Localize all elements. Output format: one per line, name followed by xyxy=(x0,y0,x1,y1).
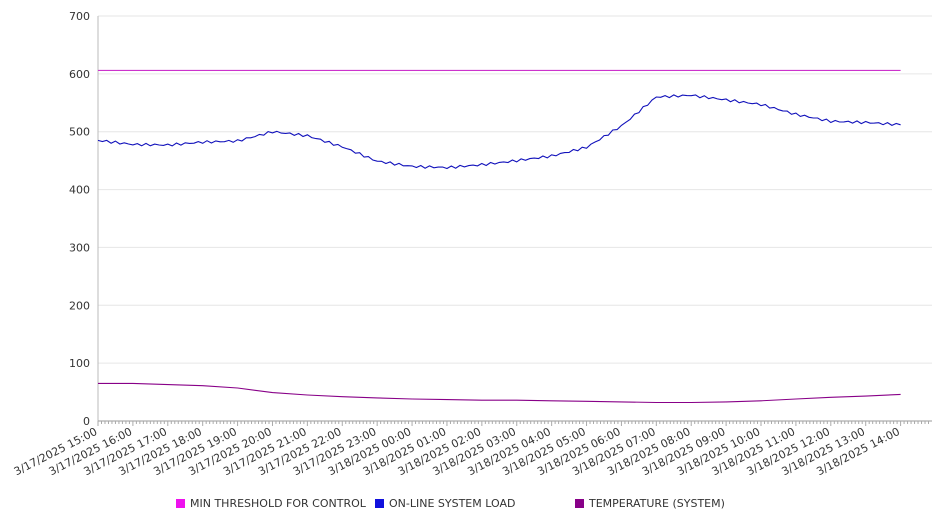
legend-label-min-threshold: MIN THRESHOLD FOR CONTROL xyxy=(190,497,366,510)
y-tick-label-200: 200 xyxy=(69,299,90,312)
legend-label-temperature: TEMPERATURE (SYSTEM) xyxy=(589,497,725,510)
x-axis: 3/17/2025 15:003/17/2025 16:003/17/2025 … xyxy=(12,16,932,478)
series-layer xyxy=(97,69,901,404)
y-tick-label-500: 500 xyxy=(69,126,90,139)
legend-label-system-load: ON-LINE SYSTEM LOAD xyxy=(389,497,516,510)
legend: MIN THRESHOLD FOR CONTROL ON-LINE SYSTEM… xyxy=(0,497,946,515)
gridlines xyxy=(98,15,932,422)
y-tick-label-100: 100 xyxy=(69,357,90,370)
legend-swatch-temperature xyxy=(575,499,584,508)
y-axis-ticks: 0 100 200 300 400 500 600 700 xyxy=(69,10,90,428)
series-line-2 xyxy=(98,382,901,404)
legend-swatch-system-load xyxy=(375,499,384,508)
y-tick-label-300: 300 xyxy=(69,241,90,254)
y-tick-label-0: 0 xyxy=(83,415,90,428)
legend-item-temperature: TEMPERATURE (SYSTEM) xyxy=(575,497,725,510)
legend-item-system-load: ON-LINE SYSTEM LOAD xyxy=(375,497,515,510)
y-tick-label-400: 400 xyxy=(69,184,90,197)
y-tick-label-700: 700 xyxy=(69,10,90,23)
series-line-1 xyxy=(97,94,901,170)
y-tick-label-600: 600 xyxy=(69,68,90,81)
legend-swatch-min-threshold xyxy=(176,499,185,508)
legend-item-min-threshold: MIN THRESHOLD FOR CONTROL xyxy=(176,497,366,510)
line-chart: 0 100 200 300 400 500 600 700 3/17/2025 15:003/… xyxy=(12,10,932,478)
